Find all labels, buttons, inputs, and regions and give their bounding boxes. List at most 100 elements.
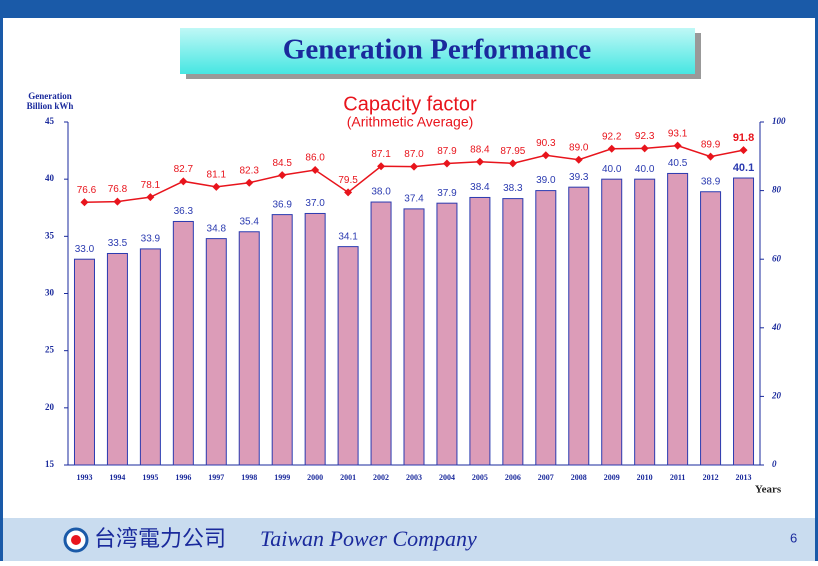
x-tick-label: 2007 bbox=[538, 473, 554, 482]
bar-label: 37.9 bbox=[437, 188, 457, 199]
bar-label: 40.0 bbox=[635, 164, 655, 175]
y2-tick-label: 100 bbox=[772, 116, 786, 126]
line-label: 82.7 bbox=[174, 164, 194, 175]
logo-core bbox=[71, 535, 81, 545]
line-label: 84.5 bbox=[272, 158, 292, 169]
x-tick-label: 2003 bbox=[406, 473, 422, 482]
bar bbox=[106, 252, 128, 466]
line-marker bbox=[278, 171, 287, 180]
bar-label: 34.8 bbox=[207, 223, 227, 234]
y-tick-label: 15 bbox=[45, 459, 55, 469]
bar bbox=[304, 212, 326, 466]
line-marker bbox=[179, 177, 188, 186]
bar bbox=[502, 198, 524, 466]
line-label: 90.3 bbox=[536, 138, 556, 149]
line-label: 87.95 bbox=[500, 146, 525, 157]
line-label: 87.9 bbox=[437, 146, 457, 157]
x-tick-label: 1998 bbox=[241, 473, 257, 482]
bar-label: 33.5 bbox=[108, 238, 128, 249]
line-label: 79.5 bbox=[338, 175, 358, 186]
bar bbox=[436, 202, 458, 466]
x-tick-label: 2011 bbox=[670, 473, 686, 482]
y2-tick-label: 20 bbox=[771, 390, 782, 400]
title: Generation Performance bbox=[283, 34, 592, 66]
line-marker bbox=[607, 144, 616, 153]
footer-band bbox=[3, 518, 815, 561]
x-tick-label: 2002 bbox=[373, 473, 389, 482]
y-tick-label: 40 bbox=[45, 173, 55, 183]
x-tick-label: 2006 bbox=[505, 473, 521, 482]
x-tick-label: 1995 bbox=[142, 473, 158, 482]
bar bbox=[667, 172, 689, 466]
y-tick-label: 25 bbox=[45, 345, 55, 355]
bar-label: 36.9 bbox=[272, 199, 292, 210]
x-tick-label: 2012 bbox=[703, 473, 719, 482]
bar-label: 33.0 bbox=[75, 244, 95, 255]
line-marker bbox=[146, 193, 155, 202]
x-tick-label: 1994 bbox=[109, 473, 125, 482]
line-marker bbox=[673, 141, 682, 150]
x-tick-label: 2010 bbox=[637, 473, 653, 482]
bar-label: 38.3 bbox=[503, 183, 523, 194]
bar-label: 33.9 bbox=[141, 234, 161, 245]
y2-tick-label: 40 bbox=[771, 322, 782, 332]
y-tick-label: 35 bbox=[45, 230, 55, 240]
bar bbox=[370, 201, 392, 466]
line-marker bbox=[475, 157, 484, 166]
line-label: 76.8 bbox=[108, 184, 128, 195]
x-tick-label: 2004 bbox=[439, 473, 455, 482]
x-tick-label: 2001 bbox=[340, 473, 356, 482]
x-tick-label: 2013 bbox=[736, 473, 752, 482]
line-label: 87.1 bbox=[371, 149, 391, 160]
line-label: 91.8 bbox=[733, 132, 754, 144]
line-marker bbox=[706, 152, 715, 161]
company: Taiwan Power Company bbox=[260, 526, 477, 551]
line-label: 87.0 bbox=[404, 149, 424, 160]
y2-tick-label: 80 bbox=[772, 185, 782, 195]
bar-label: 38.4 bbox=[470, 182, 490, 193]
bar-label: 40.1 bbox=[733, 162, 754, 174]
line-marker bbox=[640, 144, 649, 153]
line-marker bbox=[80, 198, 89, 207]
x-tick-label: 1997 bbox=[208, 473, 224, 482]
bar-label: 38.9 bbox=[701, 176, 721, 187]
line-marker bbox=[508, 159, 517, 168]
bar bbox=[403, 208, 425, 466]
annotation: (Arithmetic Average) bbox=[347, 114, 474, 130]
y-axis-title: Billion kWh bbox=[27, 101, 74, 111]
line-marker bbox=[212, 182, 221, 191]
x-tick-label: 2009 bbox=[604, 473, 620, 482]
x-tick-label: 2008 bbox=[571, 473, 587, 482]
line-label: 81.1 bbox=[207, 169, 227, 180]
x-axis-title: Years bbox=[755, 484, 782, 496]
y-tick-label: 20 bbox=[45, 402, 55, 412]
title-box bbox=[180, 28, 695, 74]
x-tick-label: 2005 bbox=[472, 473, 488, 482]
bar-label: 40.0 bbox=[602, 164, 622, 175]
bar-label: 37.0 bbox=[305, 198, 325, 209]
line-label: 89.9 bbox=[701, 139, 721, 150]
line-label: 88.4 bbox=[470, 144, 490, 155]
bar bbox=[469, 196, 491, 466]
x-tick-label: 2000 bbox=[307, 473, 323, 482]
company-cn: 台湾電力公司 bbox=[94, 527, 226, 552]
bar bbox=[238, 231, 260, 466]
bar-label: 38.0 bbox=[371, 187, 391, 198]
y-axis-title: Generation bbox=[28, 91, 72, 101]
line-marker bbox=[541, 151, 550, 160]
line-marker bbox=[113, 197, 122, 206]
right-border bbox=[815, 0, 818, 561]
bar bbox=[172, 220, 194, 466]
line-label: 89.0 bbox=[569, 142, 589, 153]
y-tick-label: 45 bbox=[45, 116, 55, 126]
x-tick-label: 1996 bbox=[175, 473, 191, 482]
bar-label: 36.3 bbox=[174, 206, 194, 217]
line-marker bbox=[344, 188, 353, 197]
y-tick-label: 30 bbox=[45, 288, 55, 298]
line-marker bbox=[377, 162, 386, 171]
bar bbox=[205, 238, 227, 466]
line-marker bbox=[574, 155, 583, 164]
top-band bbox=[0, 0, 818, 18]
y2-tick-label: 0 bbox=[772, 459, 777, 469]
